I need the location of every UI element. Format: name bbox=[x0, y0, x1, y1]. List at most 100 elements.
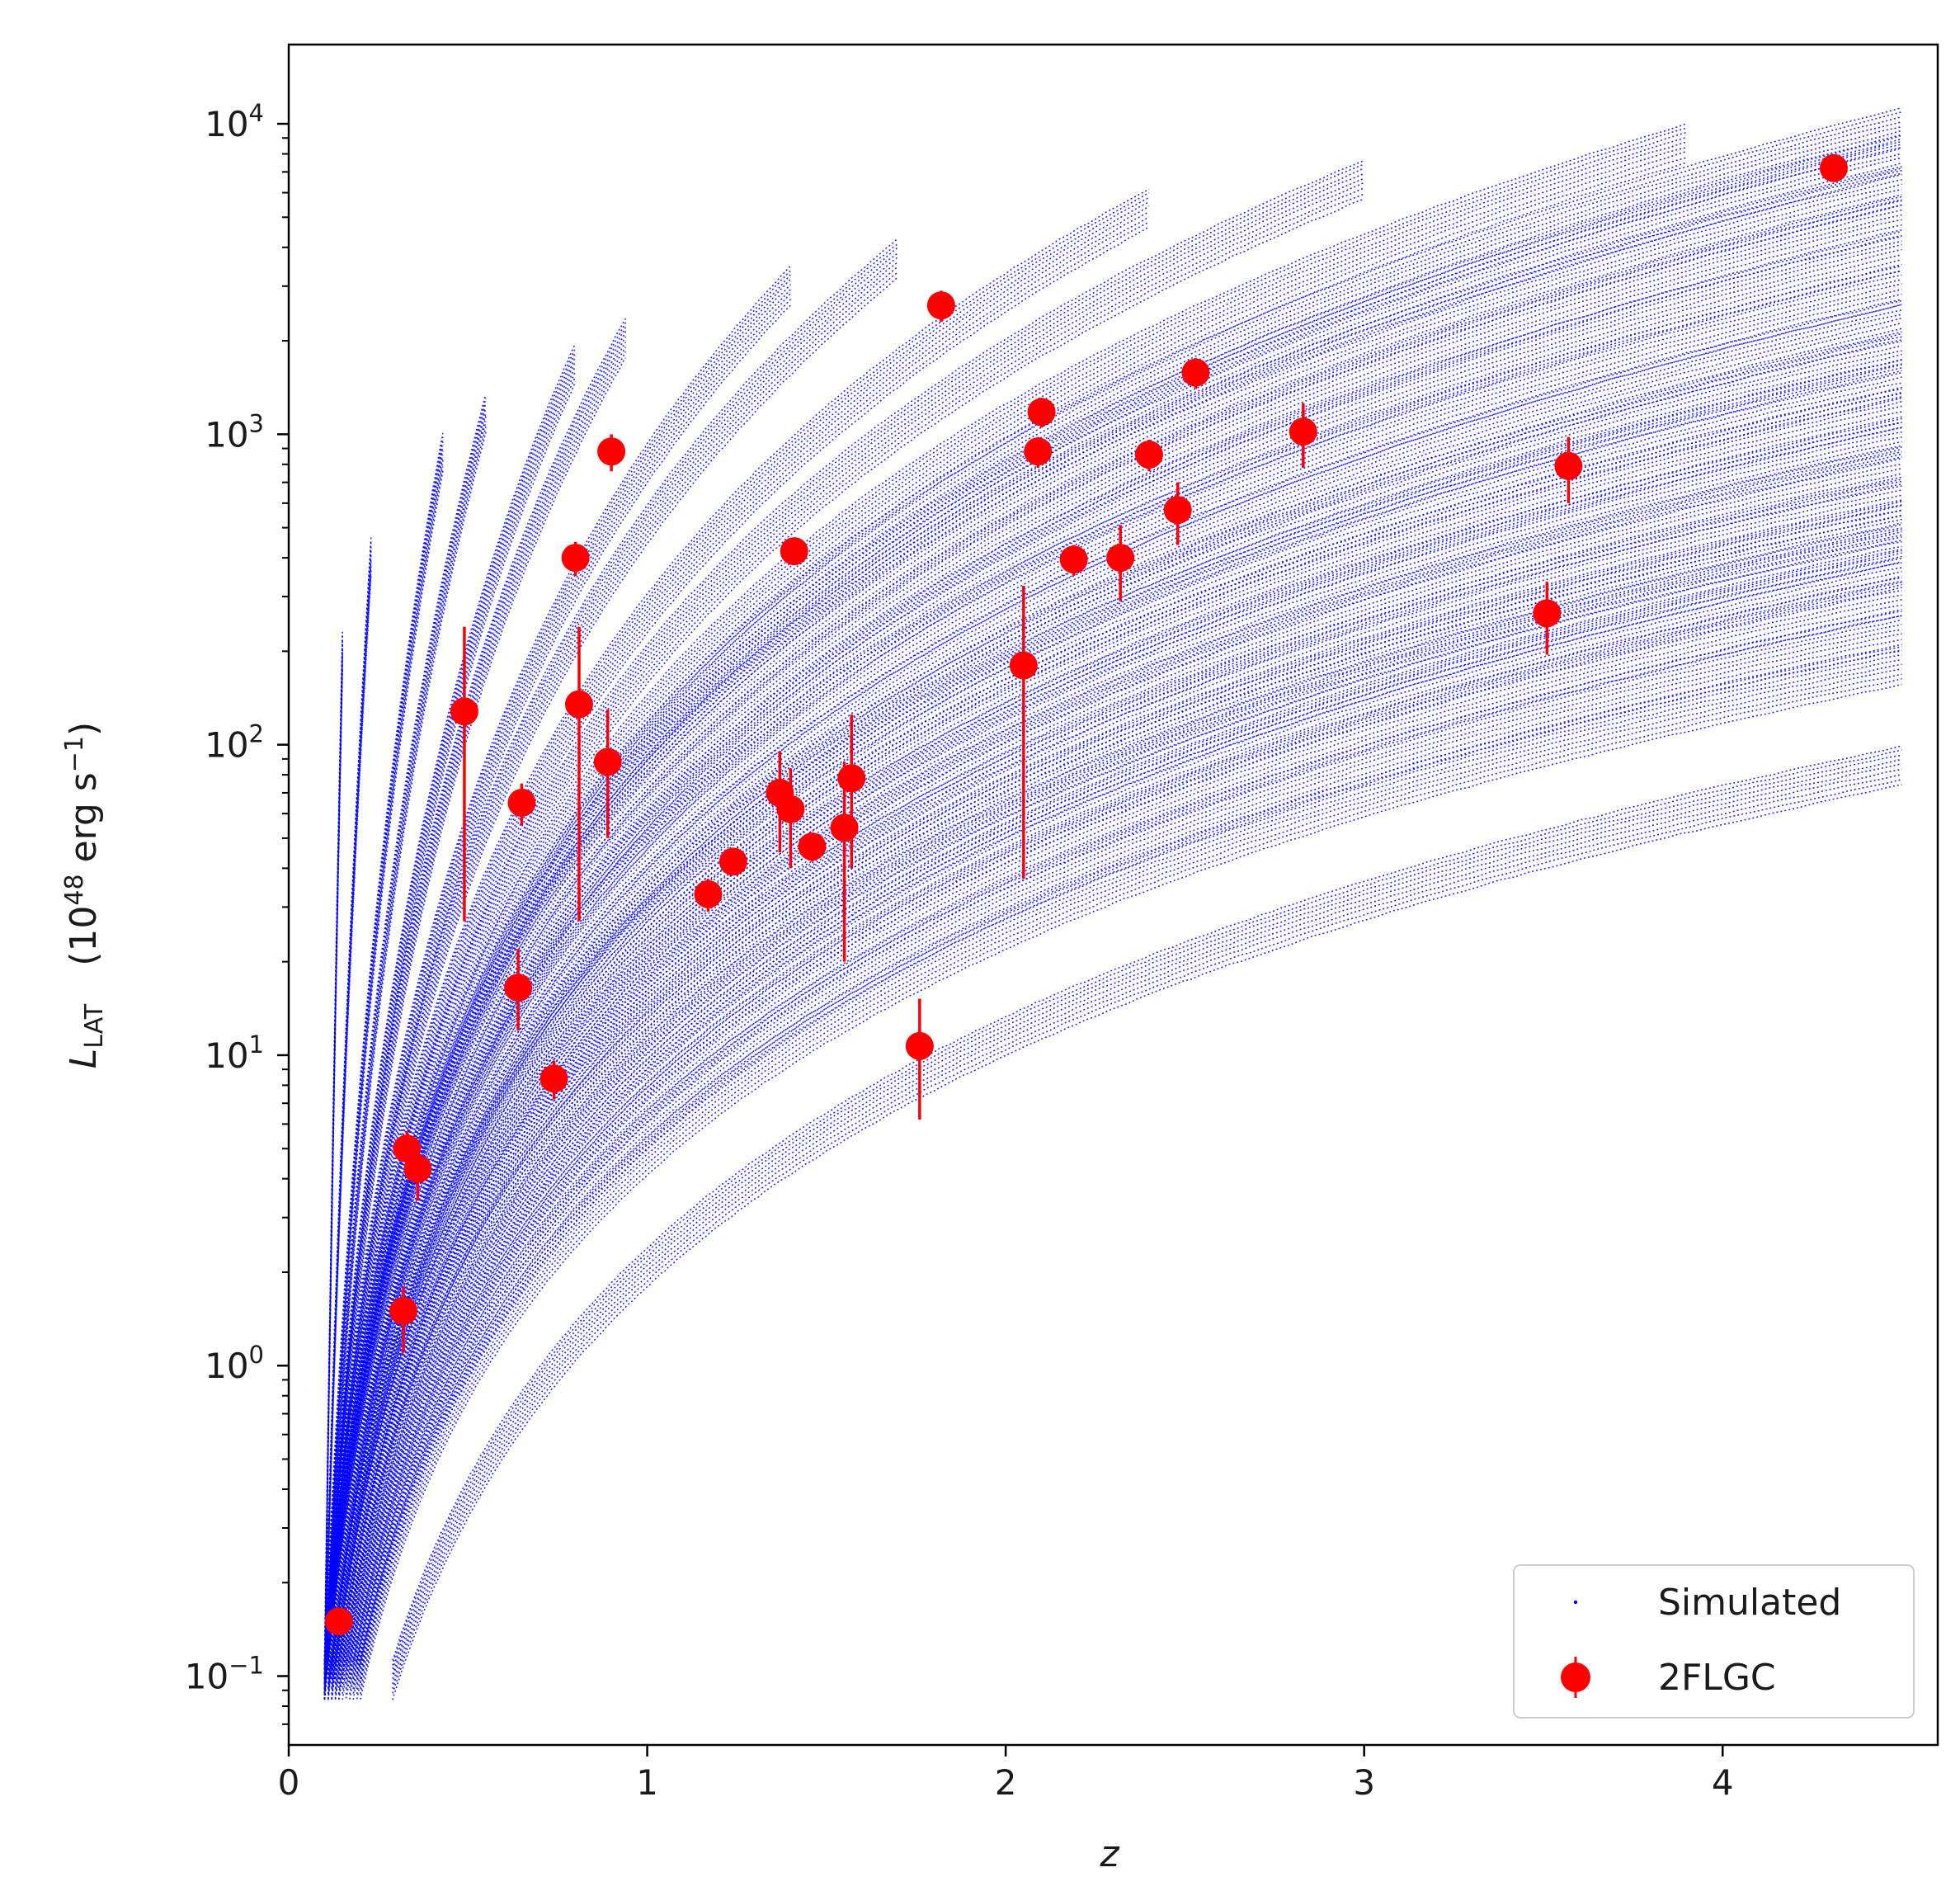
y-axis-label-units-suffix: ) bbox=[63, 722, 105, 736]
data-point bbox=[830, 813, 859, 842]
y-tick-label-base: 10 bbox=[205, 725, 248, 766]
y-tick-label-base: 10 bbox=[205, 1346, 248, 1386]
simulated-curve bbox=[327, 196, 1902, 1661]
simulated-curve bbox=[334, 416, 1902, 1689]
simulated-curve bbox=[334, 427, 1902, 1700]
simulated-curve bbox=[323, 460, 444, 1689]
simulated-curve bbox=[352, 599, 1902, 1685]
simulated-curve bbox=[356, 629, 1902, 1679]
x-tick-label: 2 bbox=[995, 1762, 1017, 1803]
simulated-curve bbox=[356, 615, 1902, 1665]
simulated-curve bbox=[323, 416, 487, 1685]
data-point bbox=[507, 789, 536, 818]
simulated-curve bbox=[323, 200, 1150, 1674]
y-tick-label-base: 10 bbox=[205, 104, 248, 144]
simulated-curve bbox=[352, 580, 1902, 1665]
simulated-curve bbox=[338, 510, 1902, 1695]
simulated-curve bbox=[352, 604, 1902, 1690]
simulated-curve bbox=[345, 527, 1902, 1666]
simulated-curve bbox=[323, 183, 1902, 1678]
y-axis-label-symbol: L bbox=[63, 1049, 105, 1069]
simulated-curve bbox=[342, 540, 1902, 1700]
y-tick-label: 103 bbox=[205, 409, 264, 455]
simulated-curve bbox=[349, 549, 1902, 1661]
data-point bbox=[926, 291, 955, 320]
y-tick-label-exponent: 1 bbox=[249, 1030, 264, 1059]
data-point bbox=[1163, 496, 1192, 525]
y-tick-label-exponent: 4 bbox=[249, 99, 264, 127]
y-axis-label: LLAT (1048 erg s−1) bbox=[60, 722, 109, 1068]
simulated-curve bbox=[323, 182, 1365, 1683]
simulated-curve bbox=[323, 304, 791, 1700]
simulated-curve bbox=[323, 162, 1688, 1700]
data-point bbox=[1533, 599, 1562, 628]
y-tick-label-base: 10 bbox=[185, 1657, 229, 1697]
simulated-curve bbox=[356, 644, 1902, 1695]
data-point bbox=[905, 1031, 934, 1060]
data-point bbox=[1106, 544, 1135, 573]
simulated-curve bbox=[323, 299, 791, 1694]
x-tick-label: 1 bbox=[636, 1762, 658, 1803]
simulated-curve bbox=[360, 667, 1902, 1684]
simulated-curve bbox=[334, 431, 1902, 1674]
simulated-curve bbox=[360, 658, 1902, 1674]
data-point bbox=[539, 1064, 568, 1093]
simulated-curve bbox=[331, 363, 1902, 1665]
simulated-curve bbox=[352, 608, 1902, 1694]
data-point bbox=[403, 1154, 432, 1183]
y-tick-label: 104 bbox=[205, 99, 264, 144]
simulated-curve bbox=[327, 258, 1902, 1689]
y-axis-label-units-exponent: 48 bbox=[60, 874, 89, 905]
simulated-curve bbox=[323, 426, 487, 1695]
simulated-curve bbox=[323, 573, 372, 1700]
simulated-curve bbox=[323, 134, 1902, 1688]
y-axis-label-units-middle: erg s bbox=[63, 772, 105, 874]
simulated-curve bbox=[345, 549, 1902, 1690]
simulated-curve bbox=[323, 191, 1150, 1666]
y-tick-label-base: 10 bbox=[205, 1035, 248, 1076]
plot-frame bbox=[287, 43, 1939, 1747]
simulated-curve bbox=[323, 221, 1150, 1694]
simulated-curve bbox=[334, 405, 1902, 1679]
data-point bbox=[719, 847, 747, 876]
data-point bbox=[564, 690, 593, 719]
simulated-curve bbox=[323, 157, 1688, 1694]
data-point bbox=[1027, 398, 1056, 427]
simulated-curve bbox=[338, 463, 1902, 1679]
simulated-curve bbox=[323, 431, 487, 1700]
y-tick-label: 101 bbox=[205, 1030, 264, 1076]
data-point bbox=[593, 747, 622, 776]
data-point bbox=[1181, 358, 1210, 387]
simulated-curve bbox=[349, 570, 1902, 1683]
simulated-curve bbox=[323, 651, 343, 1684]
simulated-curve bbox=[323, 146, 1902, 1700]
simulated-curve bbox=[323, 140, 1902, 1695]
y-tick-label: 10−1 bbox=[185, 1652, 264, 1697]
simulated-curve bbox=[338, 467, 1902, 1684]
data-point bbox=[597, 437, 626, 466]
y-tick-label-base: 10 bbox=[205, 414, 248, 455]
simulated-curve bbox=[323, 198, 1364, 1700]
simulated-curve bbox=[392, 768, 1902, 1685]
simulated-curve bbox=[323, 271, 899, 1695]
y-tick-label-exponent: 0 bbox=[249, 1341, 264, 1369]
simulated-curve bbox=[349, 587, 1902, 1700]
simulated-curve bbox=[327, 234, 1902, 1699]
simulated-curve bbox=[360, 646, 1902, 1661]
simulated-curve bbox=[323, 193, 1364, 1694]
simulated-curve bbox=[342, 514, 1902, 1675]
simulated-curve bbox=[323, 226, 1150, 1700]
simulated-curve bbox=[345, 561, 1902, 1699]
simulated-curve bbox=[323, 188, 1902, 1683]
simulated-curve bbox=[327, 304, 1902, 1700]
simulated-curve bbox=[356, 624, 1902, 1674]
x-tick-label: 4 bbox=[1712, 1762, 1734, 1803]
simulated-curve bbox=[323, 289, 791, 1685]
legend: Simulated 2FLGC bbox=[1513, 1564, 1915, 1719]
legend-2flgc-label: 2FLGC bbox=[1658, 1657, 1776, 1699]
simulated-curve bbox=[334, 400, 1902, 1675]
data-point bbox=[1134, 440, 1163, 469]
